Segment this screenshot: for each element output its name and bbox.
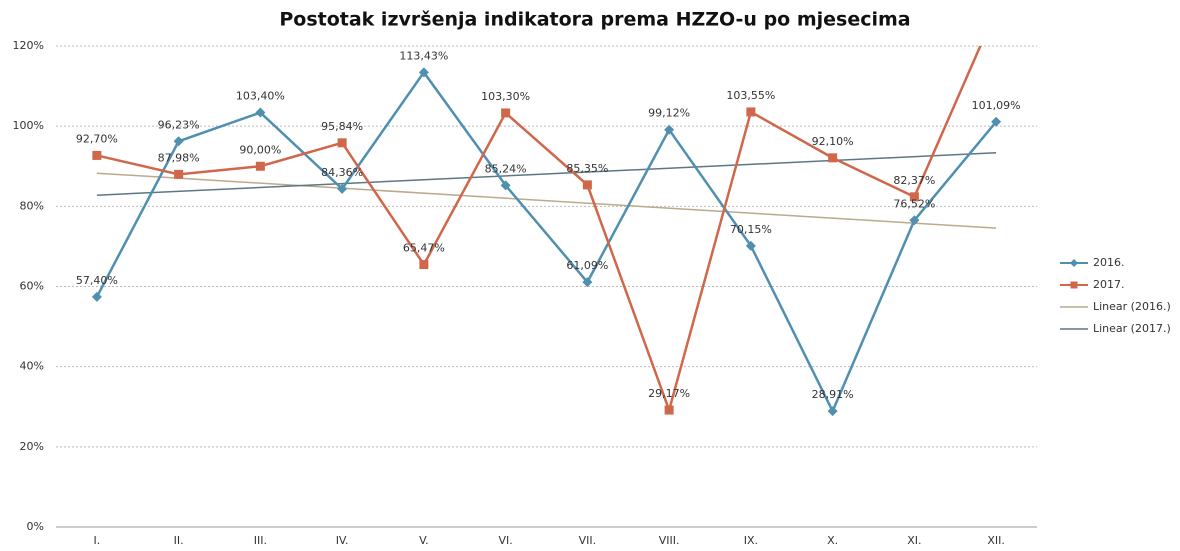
marker xyxy=(501,108,511,118)
marker xyxy=(337,138,347,148)
data-label: 103,30% xyxy=(481,90,530,103)
marker xyxy=(992,5,1001,14)
data-label: 82,37% xyxy=(893,174,935,187)
y-tick-label: 80% xyxy=(20,199,44,212)
data-label: 113,43% xyxy=(399,49,448,62)
y-tick-label: 120% xyxy=(13,39,44,52)
series-line xyxy=(96,46,982,415)
marker xyxy=(173,136,184,147)
x-tick-label: IX. xyxy=(744,534,758,547)
data-label: 99,12% xyxy=(648,107,690,120)
data-label: 87,98% xyxy=(158,151,200,164)
x-tick-label: VII. xyxy=(579,534,597,547)
marker xyxy=(418,67,429,78)
data-label: 29,17% xyxy=(648,387,690,400)
data-label: 28,91% xyxy=(812,388,854,401)
data-label: 84,36% xyxy=(321,166,363,179)
y-tick-label: 20% xyxy=(20,440,44,453)
marker xyxy=(337,183,348,194)
x-tick-label: XII. xyxy=(987,534,1005,547)
data-label: 90,00% xyxy=(239,143,281,156)
marker xyxy=(500,180,511,191)
x-tick-label: II. xyxy=(174,534,184,547)
x-tick-label: III. xyxy=(254,534,267,547)
legend-marker xyxy=(1070,259,1078,267)
data-label: 65,47% xyxy=(403,242,445,255)
data-label: 103,40% xyxy=(236,90,285,103)
plot-area xyxy=(91,5,1002,417)
marker xyxy=(419,260,429,270)
marker xyxy=(827,406,838,417)
marker xyxy=(582,277,593,288)
y-tick-label: 100% xyxy=(13,119,44,132)
marker xyxy=(828,153,838,163)
y-tick-label: 0% xyxy=(27,520,44,533)
series-line xyxy=(95,70,998,415)
marker xyxy=(909,192,919,202)
y-tick-label: 60% xyxy=(20,280,44,293)
marker xyxy=(255,107,266,118)
marker xyxy=(746,107,756,117)
marker xyxy=(745,240,756,251)
data-label: 92,10% xyxy=(812,135,854,148)
trend-line xyxy=(96,152,997,196)
data-label: 85,24% xyxy=(485,162,527,175)
data-label: 57,40% xyxy=(76,274,118,287)
data-label: 70,15% xyxy=(730,223,772,236)
marker xyxy=(909,215,920,226)
marker xyxy=(664,405,674,415)
legend-label: Linear (2017.) xyxy=(1093,322,1171,335)
x-tick-label: I. xyxy=(94,534,101,547)
x-tick-label: IV. xyxy=(336,534,349,547)
legend-label: 2016. xyxy=(1093,256,1125,269)
data-label: 101,09% xyxy=(972,99,1021,112)
trend-line xyxy=(96,172,997,229)
y-tick-label: 40% xyxy=(20,360,44,373)
marker xyxy=(991,116,1002,127)
data-label: 95,84% xyxy=(321,120,363,133)
x-tick-label: X. xyxy=(827,534,838,547)
x-tick-label: V. xyxy=(419,534,429,547)
marker xyxy=(92,150,102,160)
marker xyxy=(255,161,265,171)
marker xyxy=(91,291,102,302)
data-label: 76,52% xyxy=(893,197,935,210)
legend-marker xyxy=(1070,281,1078,289)
legend-label: 2017. xyxy=(1093,278,1125,291)
x-tick-label: XI. xyxy=(907,534,921,547)
data-label: 103,55% xyxy=(726,89,775,102)
x-tick-label: VIII. xyxy=(659,534,680,547)
data-label: 96,23% xyxy=(158,118,200,131)
legend-label: Linear (2016.) xyxy=(1093,300,1171,313)
data-label: 85,35% xyxy=(566,162,608,175)
x-tick-label: VI. xyxy=(498,534,512,547)
marker xyxy=(582,180,592,190)
marker xyxy=(664,124,675,135)
chart-title: Postotak izvršenja indikatora prema HZZO… xyxy=(279,9,910,31)
data-label: 92,70% xyxy=(76,132,118,145)
marker xyxy=(174,169,184,179)
data-label: 61,09% xyxy=(566,259,608,272)
